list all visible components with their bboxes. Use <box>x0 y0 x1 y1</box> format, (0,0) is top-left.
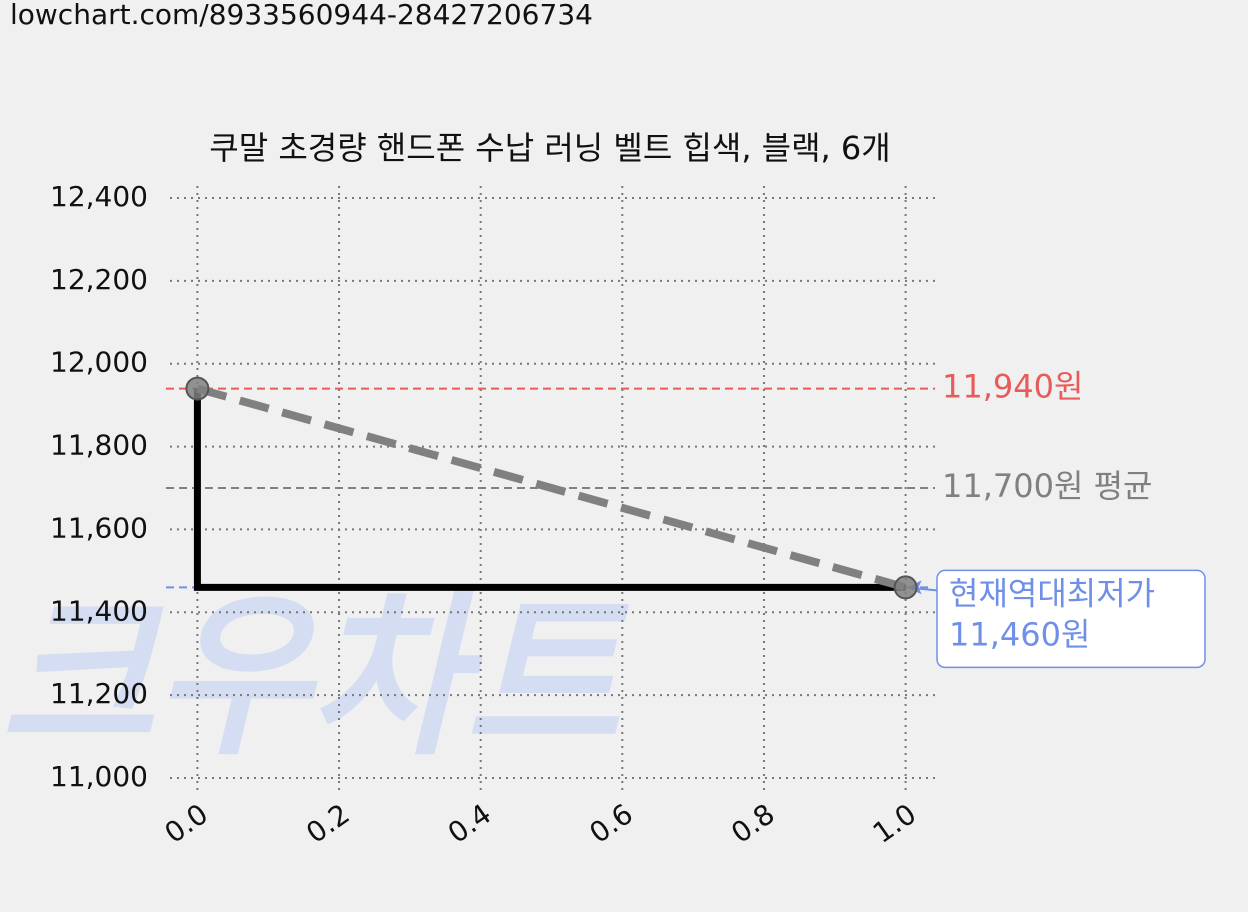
y-tick-label: 11,000 <box>50 760 148 793</box>
annotation-label: 현재역대최저가 <box>949 574 1155 612</box>
x-tick-label: 0.2 <box>300 797 355 850</box>
reference-label: 11,940원 <box>942 368 1083 406</box>
url: lowchart.com/8933560944-28427206734 <box>10 0 593 31</box>
y-tick-label: 12,200 <box>50 263 148 296</box>
series-line <box>193 388 906 591</box>
y-tick-label: 11,400 <box>50 594 148 627</box>
chart-title: 쿠말 초경량 핸드폰 수납 러닝 벨트 힙색, 블랙, 6개 <box>209 129 890 167</box>
x-tick-label: 0.4 <box>442 797 497 850</box>
annotation-box <box>936 569 1206 669</box>
series-marker <box>893 575 918 600</box>
series-line <box>196 384 907 592</box>
y-tick-label: 11,800 <box>50 429 148 462</box>
y-tick-label: 12,000 <box>50 346 148 379</box>
x-tick-label: 1.0 <box>867 797 922 850</box>
watermark: 크우차트 <box>0 577 630 780</box>
y-tick-label: 12,400 <box>50 180 148 213</box>
x-tick-label: 0.6 <box>584 797 639 850</box>
x-tick-label: 0.0 <box>159 797 214 850</box>
reference-label: 11,700원 평균 <box>942 467 1152 505</box>
y-tick-label: 11,600 <box>50 511 148 544</box>
series-marker <box>185 376 210 401</box>
x-tick-label: 0.8 <box>725 797 780 850</box>
y-tick-label: 11,200 <box>50 677 148 710</box>
annotation-label: 11,460원 <box>949 615 1090 653</box>
